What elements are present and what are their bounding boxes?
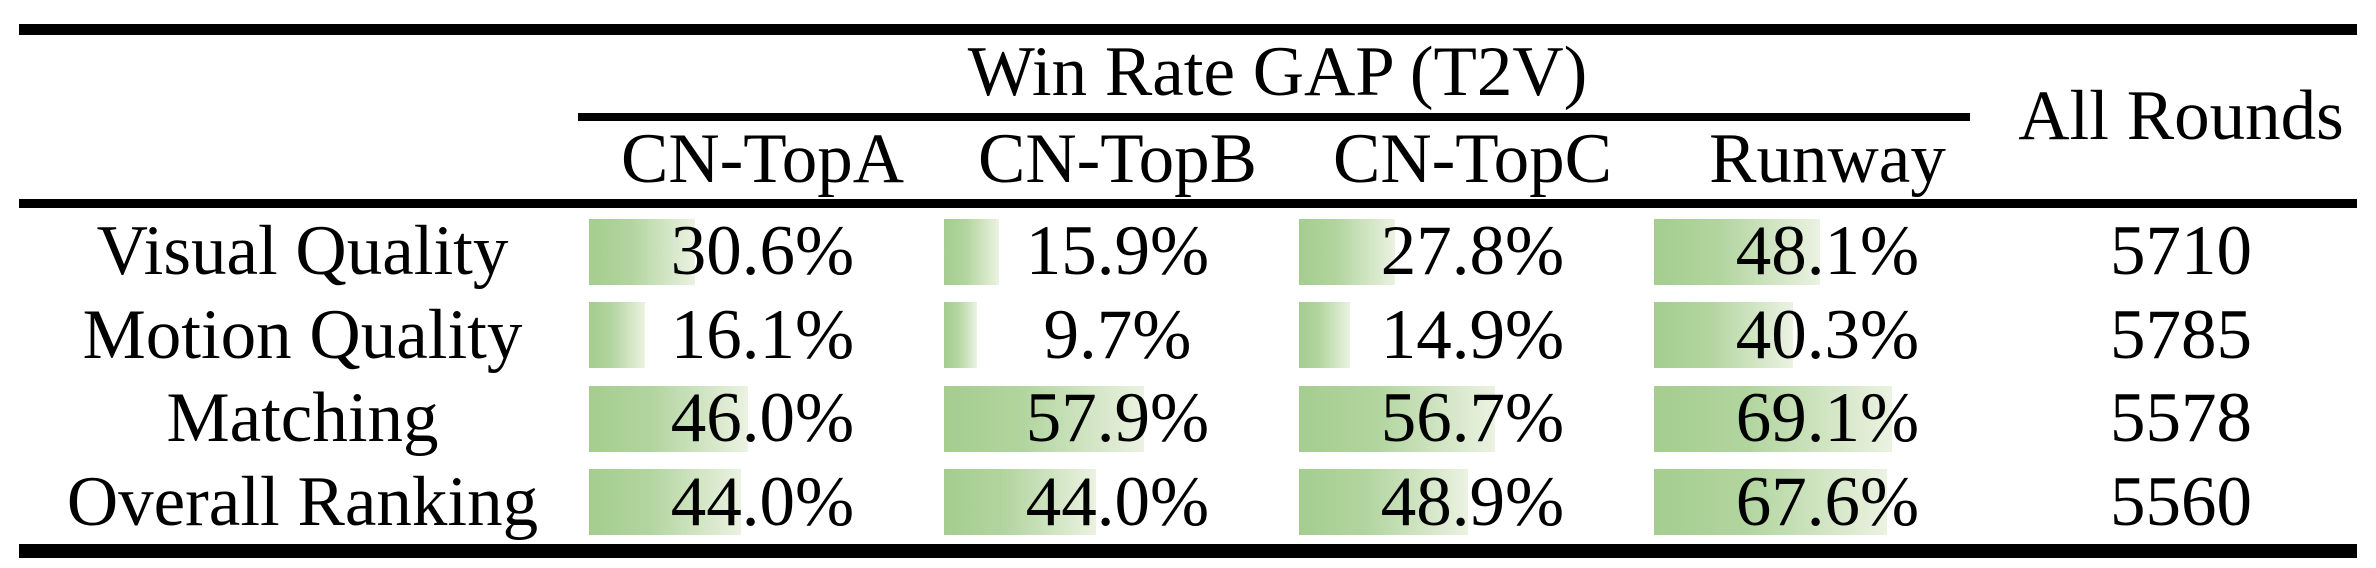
- winrate-value: 46.0%: [670, 379, 855, 458]
- winrate-value: 40.3%: [1735, 295, 1920, 374]
- winrate-value: 44.0%: [1025, 462, 1210, 541]
- all-rounds-value: 5785: [2110, 295, 2252, 374]
- winrate-cell: 57.9%: [940, 377, 1295, 461]
- winrate-cell: 44.0%: [585, 461, 940, 545]
- all-rounds-value: 5578: [2110, 379, 2252, 458]
- top-rule: [19, 24, 2357, 35]
- column-header-row: CN-TopA CN-TopB CN-TopC Runway: [585, 121, 2005, 197]
- table-title: Win Rate GAP (T2V): [967, 32, 1588, 111]
- table-row: Overall Ranking 44.0% 44.0% 48.9% 67.6% 5560: [0, 461, 2376, 545]
- row-label: Visual Quality: [96, 212, 509, 291]
- winrate-cell: 16.1%: [585, 294, 940, 378]
- winrate-value: 67.6%: [1735, 462, 1920, 541]
- winrate-cell: 40.3%: [1650, 294, 2005, 378]
- winrate-data-bar: [1654, 469, 1887, 536]
- winrate-cell: 48.1%: [1650, 210, 2005, 294]
- winrate-data-bar: [1654, 218, 1820, 285]
- table-row: Visual Quality 30.6% 15.9% 27.8% 48.1% 5710: [0, 210, 2376, 294]
- winrate-value: 57.9%: [1025, 379, 1210, 458]
- winrate-value: 16.1%: [670, 295, 855, 374]
- all-rounds-value: 5560: [2110, 462, 2252, 541]
- winrate-value: 48.1%: [1735, 212, 1920, 291]
- winrate-data-bar: [1299, 469, 1468, 536]
- winrate-cell: 46.0%: [585, 377, 940, 461]
- winrate-data-bar: [589, 218, 695, 285]
- header-separator-rule: [19, 199, 2357, 208]
- winrate-data-bar: [1654, 302, 1793, 369]
- winrate-data-bar: [944, 302, 977, 369]
- winrate-data-bar: [589, 302, 645, 369]
- winrate-data-bar: [1299, 385, 1495, 452]
- row-label: Overall Ranking: [66, 462, 539, 541]
- winrate-data-bar: [944, 218, 999, 285]
- winrate-data-bar: [1299, 302, 1350, 369]
- table-row: Motion Quality 16.1% 9.7% 14.9% 40.3% 5785: [0, 294, 2376, 378]
- table-body: Visual Quality 30.6% 15.9% 27.8% 48.1% 5710 Mo…: [0, 210, 2376, 544]
- winrate-data-bar: [589, 469, 741, 536]
- all-rounds-header: All Rounds: [2018, 76, 2344, 155]
- bottom-rule: [19, 544, 2357, 558]
- row-label: Motion Quality: [82, 295, 523, 374]
- winrate-data-bar: [944, 385, 1144, 452]
- row-label: Matching: [166, 379, 439, 458]
- column-header-runway: Runway: [1709, 119, 1946, 198]
- winrate-data-bar: [944, 469, 1096, 536]
- winrate-value: 9.7%: [1043, 295, 1192, 374]
- winrate-cell: 14.9%: [1295, 294, 1650, 378]
- winrate-cell: 27.8%: [1295, 210, 1650, 294]
- winrate-value: 48.9%: [1380, 462, 1565, 541]
- winrate-cell: 67.6%: [1650, 461, 2005, 545]
- column-header-cn-topc: CN-TopC: [1332, 119, 1613, 198]
- winrate-value: 56.7%: [1380, 379, 1565, 458]
- all-rounds-value: 5710: [2110, 212, 2252, 291]
- column-header-cn-topa: CN-TopA: [621, 119, 904, 198]
- winrate-value: 30.6%: [670, 212, 855, 291]
- winrate-cell: 48.9%: [1295, 461, 1650, 545]
- winrate-data-bar: [1654, 385, 1892, 452]
- winrate-value: 69.1%: [1735, 379, 1920, 458]
- winrate-data-bar: [589, 385, 748, 452]
- winrate-cell: 30.6%: [585, 210, 940, 294]
- winrate-cell: 44.0%: [940, 461, 1295, 545]
- winrate-cell: 9.7%: [940, 294, 1295, 378]
- winrate-cell: 56.7%: [1295, 377, 1650, 461]
- winrate-value: 14.9%: [1380, 295, 1565, 374]
- title-underline-rule: [578, 113, 1970, 121]
- winrate-data-bar: [1299, 218, 1395, 285]
- winrate-value: 15.9%: [1025, 212, 1210, 291]
- winrate-cell: 69.1%: [1650, 377, 2005, 461]
- column-header-cn-topb: CN-TopB: [977, 119, 1258, 198]
- winrate-value: 44.0%: [670, 462, 855, 541]
- winrate-value: 27.8%: [1380, 212, 1565, 291]
- table-row: Matching 46.0% 57.9% 56.7% 69.1% 5578: [0, 377, 2376, 461]
- winrate-cell: 15.9%: [940, 210, 1295, 294]
